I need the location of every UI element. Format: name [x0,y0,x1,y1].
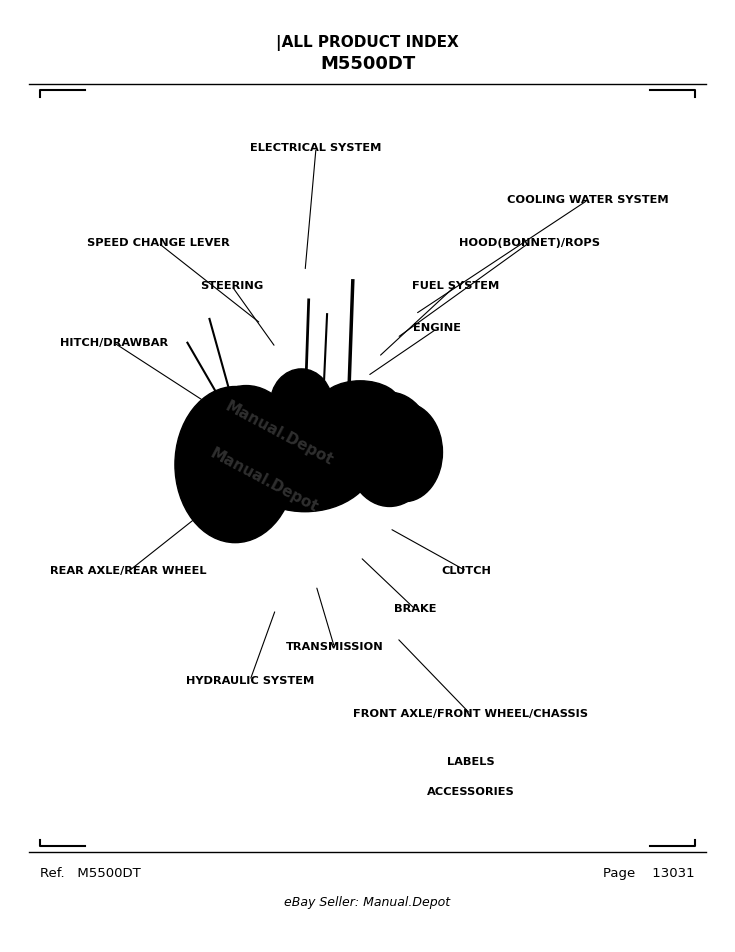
Circle shape [345,392,434,506]
Circle shape [366,403,442,502]
Text: FRONT AXLE/FRONT WHEEL/CHASSIS: FRONT AXLE/FRONT WHEEL/CHASSIS [353,709,588,719]
Text: Ref.   M5500DT: Ref. M5500DT [40,867,141,881]
Text: CLUTCH: CLUTCH [442,566,492,576]
Text: eBay Seller: Manual.Depot: eBay Seller: Manual.Depot [284,896,451,909]
Ellipse shape [233,403,376,512]
Text: COOLING WATER SYSTEM: COOLING WATER SYSTEM [507,195,669,205]
Text: ACCESSORIES: ACCESSORIES [426,787,514,797]
Ellipse shape [270,368,332,440]
Text: BRAKE: BRAKE [394,605,437,614]
Circle shape [191,386,301,528]
Text: STEERING: STEERING [200,281,263,290]
Text: SPEED CHANGE LEVER: SPEED CHANGE LEVER [87,238,229,248]
Text: M5500DT: M5500DT [320,55,415,72]
Text: TRANSMISSION: TRANSMISSION [286,643,383,652]
Text: |ALL PRODUCT INDEX: |ALL PRODUCT INDEX [276,35,459,50]
Text: Manual.Depot: Manual.Depot [223,398,336,468]
Text: ELECTRICAL SYSTEM: ELECTRICAL SYSTEM [251,143,381,152]
Text: Manual.Depot: Manual.Depot [208,446,321,516]
Text: HOOD(BONNET)/ROPS: HOOD(BONNET)/ROPS [459,238,600,248]
Text: HYDRAULIC SYSTEM: HYDRAULIC SYSTEM [186,676,314,685]
Circle shape [175,387,295,543]
Text: Page    13031: Page 13031 [603,867,695,881]
Text: REAR AXLE/REAR WHEEL: REAR AXLE/REAR WHEEL [51,566,207,576]
Text: ENGINE: ENGINE [413,324,462,333]
Ellipse shape [320,381,401,428]
Text: FUEL SYSTEM: FUEL SYSTEM [412,281,499,290]
Text: HITCH/DRAWBAR: HITCH/DRAWBAR [60,338,168,347]
Text: LABELS: LABELS [447,757,494,766]
